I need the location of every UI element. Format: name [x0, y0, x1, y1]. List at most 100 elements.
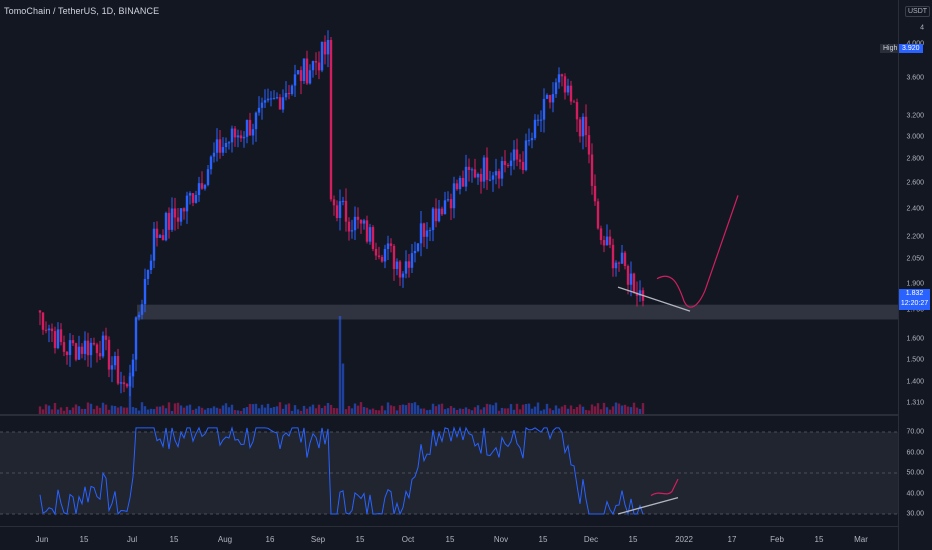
time-axis-divider — [0, 526, 898, 527]
symbol-title[interactable]: TomoChain / TetherUS, 1D, BINANCE — [4, 6, 160, 16]
volume-bar — [446, 408, 450, 414]
volume-bar — [107, 409, 111, 414]
candle-body — [470, 169, 474, 171]
price-chart-canvas[interactable] — [0, 0, 898, 414]
candle-body — [449, 199, 453, 209]
volume-bar — [533, 406, 537, 414]
volume-bar — [41, 409, 45, 414]
candle-body — [155, 228, 159, 238]
candle-body — [80, 346, 84, 354]
volume-bar — [80, 408, 84, 414]
candle-body — [527, 140, 531, 142]
volume-bar — [626, 406, 630, 414]
candle-body — [476, 173, 480, 178]
volume-bar — [581, 406, 585, 414]
volume-bar — [530, 408, 534, 414]
candle-body — [104, 335, 108, 340]
candle-body — [242, 136, 246, 139]
candle-body — [440, 208, 444, 215]
price-chart-pane[interactable] — [0, 0, 898, 414]
rsi-projection[interactable] — [650, 478, 679, 497]
candle-body — [350, 230, 354, 232]
pane-divider[interactable] — [0, 414, 898, 416]
volume-bar — [383, 410, 387, 414]
volume-bar — [146, 409, 150, 414]
time-tick-label: 2022 — [675, 535, 693, 544]
candle-body — [59, 329, 63, 343]
volume-bar — [257, 408, 261, 414]
candle-body — [614, 262, 618, 269]
rsi-trendline[interactable] — [617, 496, 679, 515]
candle-body — [419, 223, 423, 244]
volume-bar — [125, 407, 129, 414]
volume-bar — [464, 407, 468, 414]
volume-bar — [236, 410, 240, 414]
support-trendline[interactable] — [617, 286, 691, 312]
volume-bar — [113, 405, 117, 414]
candle-body — [404, 261, 408, 274]
price-tick-label: 2.050 — [906, 255, 924, 263]
candle-body — [425, 230, 429, 237]
rsi-band — [0, 432, 898, 514]
rsi-line[interactable] — [39, 425, 644, 516]
projection-path[interactable] — [656, 195, 739, 308]
volume-bar — [467, 409, 471, 414]
currency-badge[interactable]: USDT — [905, 6, 931, 17]
candle-body — [338, 201, 342, 219]
volume-bar — [476, 405, 480, 414]
candle-body — [221, 147, 225, 153]
candle-body — [89, 342, 93, 356]
rsi-canvas[interactable] — [0, 416, 898, 526]
candle-body — [620, 252, 624, 264]
time-tick-label: 16 — [265, 535, 275, 544]
volume-bar — [254, 403, 258, 414]
volume-bar — [434, 406, 438, 414]
candles[interactable] — [38, 30, 645, 397]
volume-bar — [494, 402, 498, 414]
candle-body — [491, 175, 495, 180]
time-tick-label: Jun — [35, 535, 49, 544]
volume-bar — [599, 409, 603, 414]
time-tick-label: 15 — [445, 535, 455, 544]
support-zone[interactable] — [137, 304, 898, 320]
candle-body — [569, 85, 573, 102]
candle-body — [326, 39, 330, 55]
volume-bar — [455, 409, 459, 414]
volume-bar — [623, 404, 627, 414]
volume-bar — [356, 405, 360, 414]
candle-body — [134, 317, 138, 360]
volume-bar — [281, 408, 285, 414]
volume-bar — [560, 406, 564, 414]
volume-bar — [164, 408, 168, 414]
volume-bar — [389, 405, 393, 414]
high-label: High — [880, 44, 901, 53]
volume-bar — [512, 409, 516, 414]
candle-body — [605, 236, 609, 246]
candle-body — [557, 74, 561, 83]
volume-bar — [416, 405, 420, 414]
candle-body — [344, 200, 348, 222]
price-axis[interactable] — [898, 0, 932, 550]
price-tick-label: 3.600 — [906, 74, 924, 82]
candle-body — [320, 41, 324, 71]
volume-bar — [524, 403, 528, 414]
volume-bar — [251, 404, 255, 414]
candle-body — [365, 220, 369, 242]
candle-body — [374, 248, 378, 256]
candle-body — [446, 199, 450, 201]
volume-bar — [605, 407, 609, 414]
candle-body — [518, 159, 522, 162]
volume-bar — [50, 409, 54, 414]
volume-bar — [365, 407, 369, 414]
volume-bar — [158, 406, 162, 414]
volume-bar — [143, 406, 147, 414]
volume-bar — [353, 403, 357, 414]
candle-body — [119, 382, 123, 384]
volume-bar — [431, 403, 435, 414]
price-tick-label: 1.400 — [906, 378, 924, 386]
candle-body — [473, 169, 477, 178]
candle-body — [50, 328, 54, 332]
rsi-pane[interactable] — [0, 416, 898, 526]
bar-countdown: 12:20:27 — [900, 300, 929, 307]
volume-bar — [116, 407, 120, 414]
